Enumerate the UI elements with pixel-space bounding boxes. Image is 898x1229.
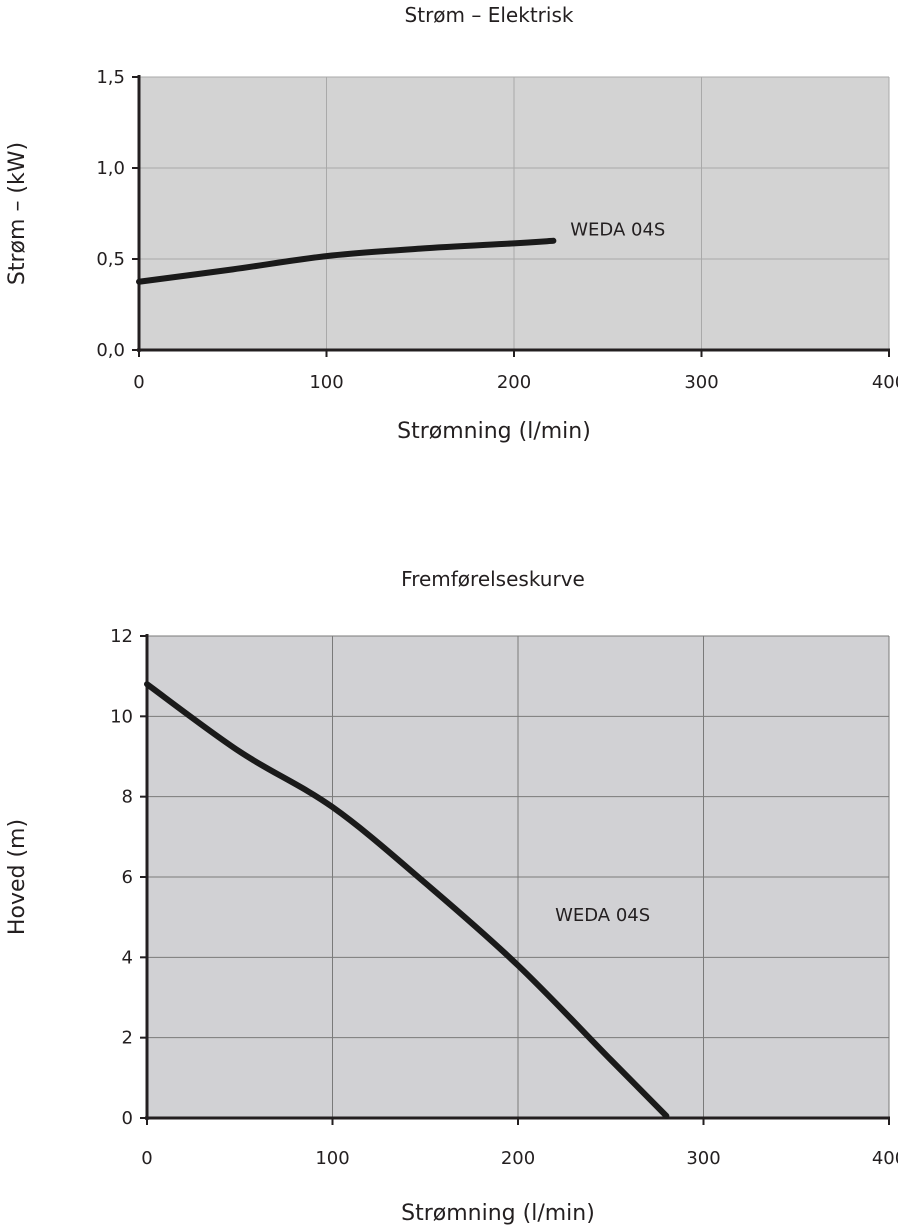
x-axis-label: Strømning (l/min) <box>397 419 591 444</box>
chart-title: Strøm – Elektrisk <box>405 3 574 27</box>
x-tick-label: 0 <box>133 372 144 393</box>
x-tick-label: 400 <box>872 372 898 393</box>
y-tick-label: 6 <box>122 867 133 888</box>
y-axis-label: Strøm – (kW) <box>5 142 30 285</box>
y-tick-label: 1,0 <box>96 158 125 179</box>
x-axis-label: Strømning (l/min) <box>401 1201 595 1226</box>
y-tick-label: 10 <box>110 706 133 727</box>
x-tick-label: 100 <box>309 372 343 393</box>
y-tick-label: 1,5 <box>96 67 125 88</box>
y-tick-label: 12 <box>110 626 133 647</box>
chart-1: 0 100 200 300 400 0 2 4 6 8 10 12 Fremførelseskurve S… <box>5 567 898 1226</box>
x-tick-label: 400 <box>872 1148 898 1169</box>
chart-0: 0 100 200 300 400 0,0 0,5 1,0 1,5 Strøm – Elektri… <box>5 3 898 444</box>
x-tick-label: 300 <box>684 372 718 393</box>
x-tick-label: 200 <box>501 1148 535 1169</box>
series-annotation: WEDA 04S <box>555 905 650 926</box>
y-tick-label: 2 <box>122 1028 133 1049</box>
x-tick-label: 300 <box>686 1148 720 1169</box>
x-tick-label: 0 <box>141 1148 152 1169</box>
y-tick-label: 0,0 <box>96 340 125 361</box>
y-tick-label: 4 <box>122 947 133 968</box>
y-tick-label: 0 <box>122 1108 133 1129</box>
x-tick-label: 200 <box>497 372 531 393</box>
series-annotation: WEDA 04S <box>570 219 665 240</box>
y-tick-label: 8 <box>122 787 133 808</box>
x-tick-label: 100 <box>315 1148 349 1169</box>
y-tick-label: 0,5 <box>96 249 125 270</box>
chart-title: Fremførelseskurve <box>401 567 585 591</box>
y-axis-label: Hoved (m) <box>5 819 30 935</box>
